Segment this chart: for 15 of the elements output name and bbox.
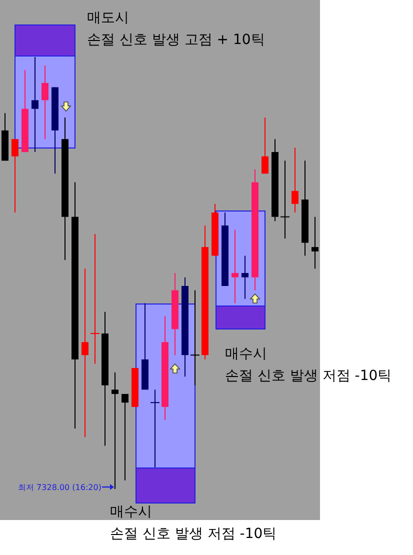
candlestick	[82, 268, 88, 438]
candlestick	[312, 216, 318, 270]
candlestick	[242, 255, 248, 300]
annotation: 최저 7328.00 (16:20)	[18, 483, 102, 492]
candlestick	[12, 138, 18, 214]
candlestick	[232, 229, 238, 304]
candlestick	[32, 57, 38, 153]
candlestick	[122, 393, 128, 481]
candlestick	[42, 65, 48, 140]
candlestick	[292, 147, 298, 214]
annotation: 매수시 손절 신호 발생 저점 -10틱	[225, 346, 392, 384]
candlestick	[262, 116, 268, 174]
text: 매수시 손절 신호 발생 저점 -10틱	[110, 504, 277, 542]
text: 매도시 손절 신호 발생 고점 + 10틱	[87, 10, 265, 48]
candlestick	[112, 372, 118, 489]
